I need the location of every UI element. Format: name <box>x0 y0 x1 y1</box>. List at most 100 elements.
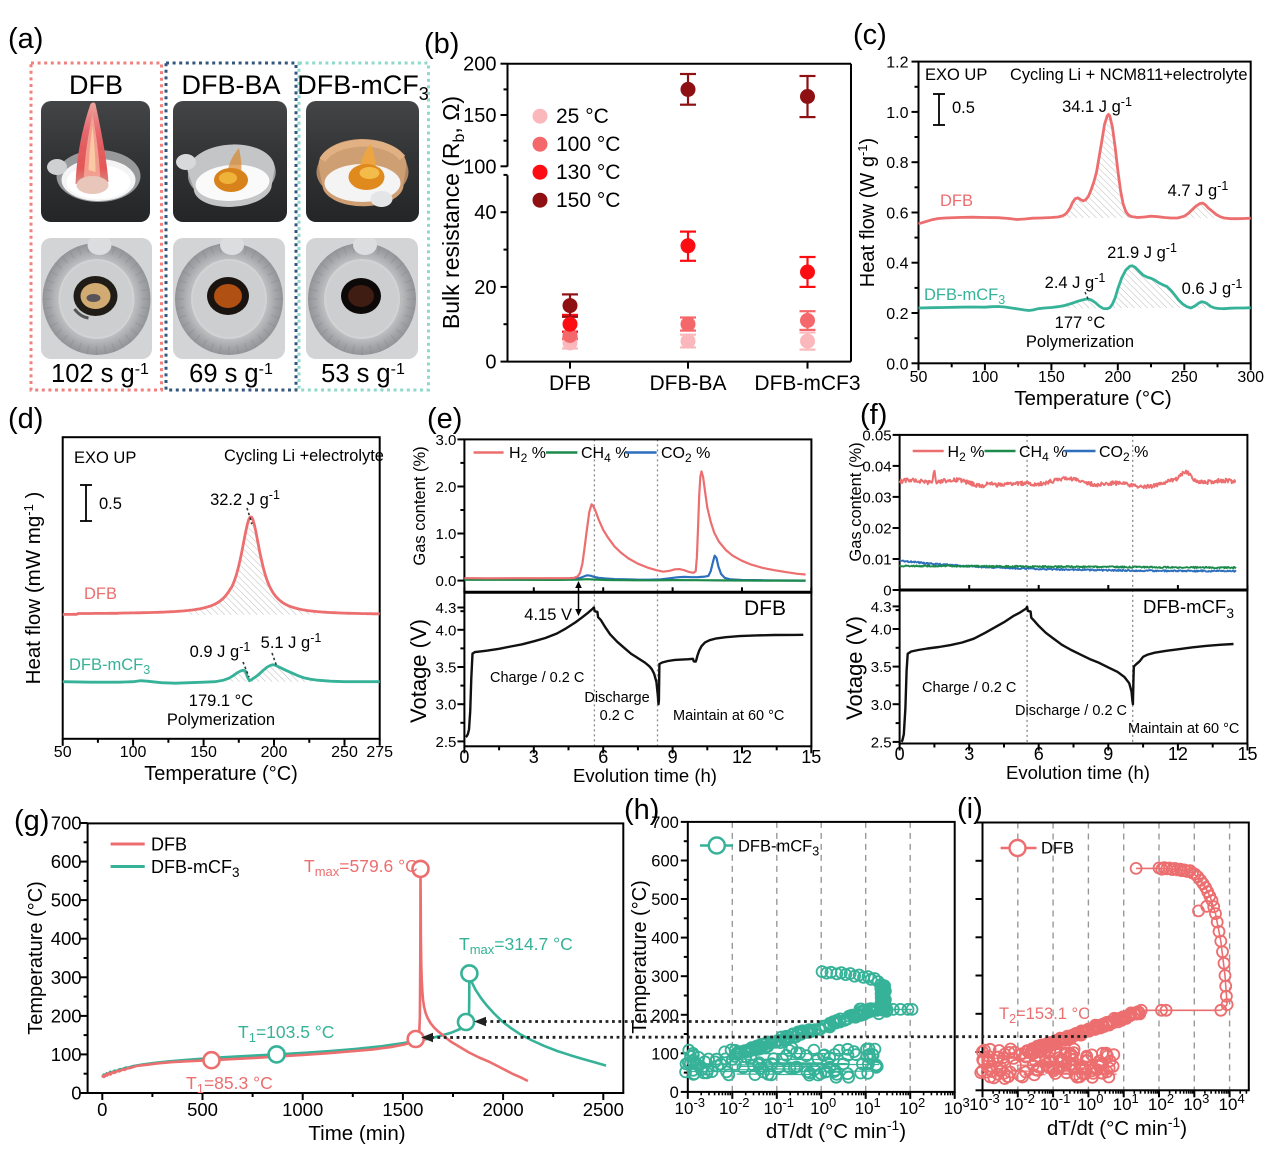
svg-text:0: 0 <box>883 583 891 600</box>
svg-text:1000: 1000 <box>282 1099 323 1120</box>
svg-text:2.0: 2.0 <box>436 479 457 496</box>
svg-text:40: 40 <box>474 202 496 224</box>
svg-text:1.2: 1.2 <box>886 55 908 72</box>
svg-text:(f): (f) <box>860 399 887 431</box>
svg-text:4.3: 4.3 <box>436 600 457 617</box>
svg-text:DFB: DFB <box>744 597 786 620</box>
svg-text:DFB: DFB <box>549 372 591 395</box>
svg-text:53 s g-1: 53 s g-1 <box>321 360 405 388</box>
svg-text:DFB-mCF3: DFB-mCF3 <box>924 286 1005 307</box>
svg-text:9: 9 <box>1103 744 1113 764</box>
svg-text:T2​=153.1 °C: T2​=153.1 °C <box>999 1005 1090 1026</box>
svg-text:34.1 J g-1: 34.1 J g-1 <box>1062 95 1132 116</box>
svg-text:H2​ %: H2​ % <box>509 445 546 465</box>
svg-text:5.1 J g-1: 5.1 J g-1 <box>261 631 322 652</box>
svg-text:150: 150 <box>463 105 496 127</box>
svg-text:Polymerization: Polymerization <box>1026 333 1134 351</box>
svg-text:250: 250 <box>331 744 358 761</box>
svg-text:0: 0 <box>459 747 469 767</box>
svg-text:Maintain at 60 °C: Maintain at 60 °C <box>1128 721 1239 737</box>
svg-text:CH4​ %: CH4​ % <box>581 445 629 465</box>
svg-text:300: 300 <box>651 968 679 986</box>
svg-text:Maintain at 60 °C: Maintain at 60 °C <box>673 708 784 724</box>
svg-text:9: 9 <box>668 747 678 767</box>
svg-text:Gas content (%): Gas content (%) <box>847 442 865 561</box>
svg-text:T1​=85.3 °C: T1​=85.3 °C <box>186 1073 273 1096</box>
svg-text:Charge / 0.2 C: Charge / 0.2 C <box>922 680 1016 696</box>
svg-text:2.5: 2.5 <box>871 734 892 751</box>
svg-text:177 °C: 177 °C <box>1055 314 1106 332</box>
svg-text:0.5: 0.5 <box>952 99 975 117</box>
svg-text:DFB: DFB <box>1041 840 1074 858</box>
svg-text:EXO UP: EXO UP <box>74 449 136 467</box>
svg-text:0.6: 0.6 <box>886 206 908 223</box>
svg-text:0.6 J g-1: 0.6 J g-1 <box>1182 277 1243 298</box>
svg-text:(g): (g) <box>14 805 49 837</box>
svg-text:200: 200 <box>51 1005 82 1026</box>
svg-text:500: 500 <box>187 1099 218 1120</box>
svg-text:179.1 °C: 179.1 °C <box>189 692 253 710</box>
svg-text:4.15 V: 4.15 V <box>524 606 572 624</box>
svg-text:100: 100 <box>120 744 147 761</box>
svg-text:Charge / 0.2 C: Charge / 0.2 C <box>490 670 584 686</box>
svg-text:0: 0 <box>485 352 496 374</box>
svg-text:Temperature (°C): Temperature (°C) <box>144 763 298 785</box>
svg-text:100 °C: 100 °C <box>556 133 620 156</box>
svg-text:0.2 C: 0.2 C <box>600 708 635 724</box>
svg-text:Evolution time (h): Evolution time (h) <box>1006 762 1150 783</box>
svg-text:275: 275 <box>366 744 393 761</box>
svg-text:CO2​ %: CO2​ % <box>1099 444 1148 464</box>
svg-text:Time (min): Time (min) <box>308 1122 405 1145</box>
svg-text:12: 12 <box>1168 744 1188 764</box>
svg-text:DFB-mCF3: DFB-mCF3 <box>151 857 240 880</box>
svg-text:Temperature (°C): Temperature (°C) <box>629 880 651 1034</box>
svg-text:4.0: 4.0 <box>436 622 457 639</box>
svg-text:0: 0 <box>97 1099 107 1120</box>
svg-text:1500: 1500 <box>382 1099 423 1120</box>
svg-text:6: 6 <box>598 747 608 767</box>
svg-text:H2​ %: H2​ % <box>948 444 985 464</box>
svg-text:0.0: 0.0 <box>436 573 457 590</box>
svg-text:4.7 J g-1: 4.7 J g-1 <box>1168 179 1229 200</box>
svg-text:DFB: DFB <box>84 585 117 603</box>
svg-text:2.5: 2.5 <box>436 734 457 751</box>
svg-text:Cycling Li + NCM811+electrolyt: Cycling Li + NCM811+electrolyte <box>1010 66 1247 84</box>
svg-text:0.02: 0.02 <box>862 521 891 538</box>
svg-text:3.0: 3.0 <box>436 432 457 449</box>
svg-text:25 °C: 25 °C <box>556 105 609 128</box>
svg-text:600: 600 <box>651 853 679 871</box>
svg-text:150: 150 <box>1038 369 1065 386</box>
svg-text:Evolution time (h): Evolution time (h) <box>573 765 717 786</box>
svg-text:dT/dt (°C min-1​): dT/dt (°C min-1​) <box>766 1117 906 1143</box>
svg-text:3.5: 3.5 <box>436 660 457 677</box>
svg-text:(i): (i) <box>957 793 983 825</box>
svg-text:3.0: 3.0 <box>871 697 892 714</box>
svg-text:Heat flow (mW mg-1​ ): Heat flow (mW mg-1​ ) <box>21 492 45 685</box>
svg-text:(e): (e) <box>427 403 462 435</box>
svg-text:DFB-BA: DFB-BA <box>181 70 280 100</box>
svg-text:200: 200 <box>1104 369 1131 386</box>
svg-text:(c): (c) <box>853 19 887 51</box>
svg-text:400: 400 <box>51 928 82 949</box>
svg-text:50: 50 <box>910 369 928 386</box>
svg-text:0.01: 0.01 <box>862 552 891 569</box>
svg-text:12: 12 <box>732 747 752 767</box>
svg-text:2500: 2500 <box>583 1099 624 1120</box>
svg-text:700: 700 <box>651 814 679 832</box>
svg-text:Votage (V): Votage (V) <box>842 616 867 720</box>
svg-text:3.5: 3.5 <box>871 659 892 676</box>
svg-text:0.03: 0.03 <box>862 489 891 506</box>
svg-text:600: 600 <box>51 851 82 872</box>
svg-text:0.2: 0.2 <box>886 306 908 323</box>
svg-text:DFB-mCF3: DFB-mCF3 <box>754 372 860 395</box>
svg-text:DFB-mCF3: DFB-mCF3 <box>297 70 429 104</box>
svg-text:3: 3 <box>529 747 539 767</box>
svg-text:0.4: 0.4 <box>886 256 908 273</box>
svg-text:20: 20 <box>474 277 496 299</box>
svg-text:300: 300 <box>1237 369 1264 386</box>
svg-text:Heat flow (W g-1​): Heat flow (W g-1​) <box>855 138 879 287</box>
svg-text:0.05: 0.05 <box>862 427 891 444</box>
svg-text:DFB: DFB <box>151 835 187 855</box>
svg-text:(b): (b) <box>424 28 459 60</box>
svg-text:0: 0 <box>895 744 905 764</box>
